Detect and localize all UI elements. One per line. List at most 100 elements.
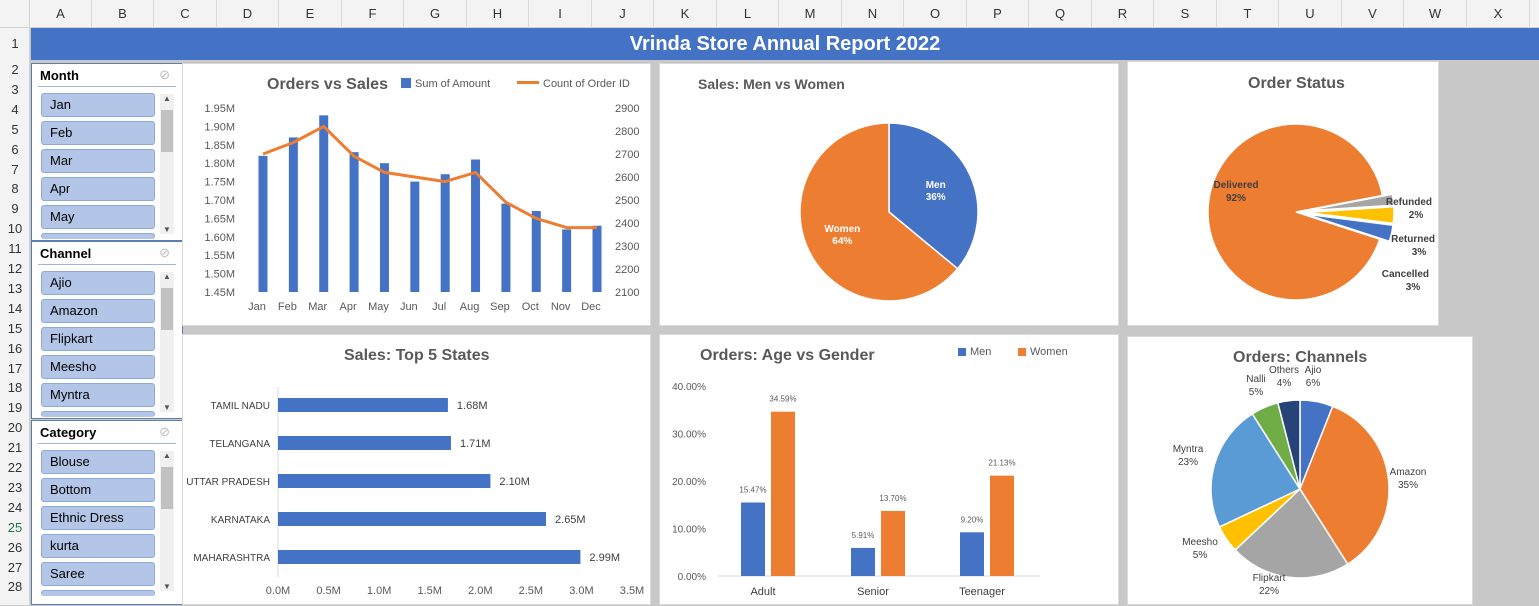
- slicer-item-ajio[interactable]: Ajio: [41, 271, 155, 295]
- orders-vs-sales-card[interactable]: Orders vs Sales Sum of Amount Count of O…: [182, 63, 651, 326]
- column-header[interactable]: L: [717, 0, 779, 28]
- column-header[interactable]: J: [592, 0, 654, 28]
- column-header[interactable]: M: [779, 0, 842, 28]
- scroll-thumb[interactable]: [161, 467, 173, 509]
- clear-filter-icon[interactable]: ⊘: [159, 245, 170, 260]
- row-header[interactable]: 2: [11, 62, 19, 77]
- column-header[interactable]: D: [217, 0, 279, 28]
- slicer-item-flipkart[interactable]: Flipkart: [41, 327, 155, 351]
- column-header[interactable]: O: [904, 0, 967, 28]
- scroll-thumb[interactable]: [161, 288, 173, 330]
- top-states-card[interactable]: Sales: Top 5 States TAMIL NADU 1.68M TELAN…: [182, 334, 651, 605]
- column-header[interactable]: B: [92, 0, 154, 28]
- column-header[interactable]: N: [842, 0, 904, 28]
- slicer-item-bottom[interactable]: Bottom: [41, 478, 155, 502]
- slicer-item-ethnic-dress[interactable]: Ethnic Dress: [41, 506, 155, 530]
- row-header[interactable]: 25: [7, 519, 23, 535]
- scroll-up-icon[interactable]: ▲: [163, 272, 171, 281]
- column-header[interactable]: H: [467, 0, 529, 28]
- clear-filter-icon[interactable]: ⊘: [159, 67, 170, 82]
- y-tick-right: 2500: [615, 195, 639, 207]
- age-gender-chart: 40.00% 30.00% 20.00% 10.00% 0.00% 15.47% 34.59…: [672, 382, 1040, 598]
- column-header[interactable]: G: [404, 0, 467, 28]
- row-header[interactable]: 3: [11, 81, 19, 97]
- slicer-item-jan[interactable]: Jan: [41, 93, 155, 117]
- column-header[interactable]: C: [154, 0, 217, 28]
- column-header[interactable]: U: [1279, 0, 1342, 28]
- column-header[interactable]: I: [529, 0, 592, 28]
- column-header[interactable]: Q: [1029, 0, 1092, 28]
- column-header[interactable]: F: [342, 0, 404, 28]
- clear-filter-icon[interactable]: ⊘: [159, 424, 170, 439]
- row-header[interactable]: 17: [7, 360, 23, 376]
- scroll-up-icon[interactable]: ▲: [163, 94, 171, 103]
- slicer-scrollbar[interactable]: ▲ ▼: [160, 272, 174, 412]
- scroll-down-icon[interactable]: ▼: [163, 403, 171, 412]
- column-header[interactable]: R: [1092, 0, 1154, 28]
- column-header[interactable]: X: [1467, 0, 1530, 28]
- row-header[interactable]: 4: [11, 101, 19, 117]
- row-header[interactable]: 7: [11, 161, 19, 177]
- column-header[interactable]: S: [1154, 0, 1217, 28]
- slicer-item-may[interactable]: May: [41, 205, 155, 229]
- row-header[interactable]: 27: [7, 559, 23, 575]
- slicer-item-feb[interactable]: Feb: [41, 121, 155, 145]
- slicer-item-partial[interactable]: [41, 233, 155, 239]
- row-header[interactable]: 12: [7, 261, 23, 276]
- row-header[interactable]: 16: [7, 340, 23, 356]
- row-header[interactable]: 21: [7, 440, 23, 456]
- data-label: 1.71M: [460, 438, 491, 450]
- column-header[interactable]: K: [654, 0, 717, 28]
- slicer-item-blouse[interactable]: Blouse: [41, 450, 155, 474]
- scroll-down-icon[interactable]: ▼: [163, 225, 171, 234]
- month-slicer[interactable]: Month ⊘ Jan Feb Mar Apr May ▲ ▼: [31, 63, 183, 241]
- row-header[interactable]: 28: [7, 579, 23, 595]
- row-header[interactable]: 24: [7, 499, 23, 515]
- slicer-item-partial[interactable]: [41, 590, 155, 596]
- x-tick-label: Jan: [248, 301, 266, 313]
- slicer-scrollbar[interactable]: ▲ ▼: [160, 94, 174, 234]
- row-header[interactable]: 10: [7, 221, 23, 237]
- column-header[interactable]: P: [967, 0, 1029, 28]
- category-slicer[interactable]: Category ⊘ Blouse Bottom Ethnic Dress kurta…: [31, 420, 183, 605]
- row-header[interactable]: 11: [8, 241, 22, 257]
- slicer-item-apr[interactable]: Apr: [41, 177, 155, 201]
- row-header[interactable]: 20: [7, 420, 23, 436]
- x-tick-label: 3.5M: [620, 585, 644, 597]
- column-header[interactable]: W: [1404, 0, 1467, 28]
- row-header[interactable]: 8: [11, 181, 19, 197]
- column-header[interactable]: T: [1217, 0, 1279, 28]
- slicer-item-meesho[interactable]: Meesho: [41, 355, 155, 379]
- channels-card[interactable]: Orders: Channels Ajio 6% Amazon 35% Flipkart…: [1127, 336, 1473, 605]
- column-header[interactable]: A: [30, 0, 92, 28]
- slicer-item-myntra[interactable]: Myntra: [41, 383, 155, 407]
- row-header[interactable]: 26: [7, 539, 23, 555]
- scroll-down-icon[interactable]: ▼: [163, 582, 171, 591]
- scroll-thumb[interactable]: [161, 110, 173, 152]
- row-header[interactable]: 23: [7, 479, 23, 495]
- column-header[interactable]: V: [1342, 0, 1404, 28]
- slicer-item-partial[interactable]: [41, 411, 155, 417]
- slicer-item-mar[interactable]: Mar: [41, 149, 155, 173]
- row-header[interactable]: 22: [7, 460, 23, 475]
- slicer-item-saree[interactable]: Saree: [41, 562, 155, 586]
- row-header[interactable]: 1: [11, 36, 19, 51]
- select-all-corner[interactable]: [0, 0, 30, 28]
- scroll-up-icon[interactable]: ▲: [163, 451, 171, 460]
- row-header[interactable]: 18: [7, 380, 23, 396]
- age-gender-card[interactable]: Orders: Age vs Gender Men Women 40.00% 30…: [659, 334, 1119, 605]
- row-header[interactable]: 15: [7, 320, 23, 336]
- slicer-scrollbar[interactable]: ▲ ▼: [160, 451, 174, 591]
- slicer-item-kurta[interactable]: kurta: [41, 534, 155, 558]
- column-header[interactable]: E: [279, 0, 342, 28]
- row-header[interactable]: 5: [11, 121, 19, 137]
- row-header[interactable]: 13: [7, 280, 23, 296]
- row-header[interactable]: 9: [11, 201, 19, 217]
- channel-slicer[interactable]: Channel ⊘ Ajio Amazon Flipkart Meesho Myntra…: [31, 241, 183, 419]
- row-header[interactable]: 19: [7, 400, 23, 416]
- row-header[interactable]: 14: [7, 300, 23, 316]
- order-status-card[interactable]: Order Status Delivered 92% Refunded 2% Retur…: [1127, 61, 1439, 326]
- row-header[interactable]: 6: [11, 141, 19, 157]
- slicer-item-amazon[interactable]: Amazon: [41, 299, 155, 323]
- sales-gender-card[interactable]: Sales: Men vs Women Men 36% Women 64%: [659, 63, 1119, 326]
